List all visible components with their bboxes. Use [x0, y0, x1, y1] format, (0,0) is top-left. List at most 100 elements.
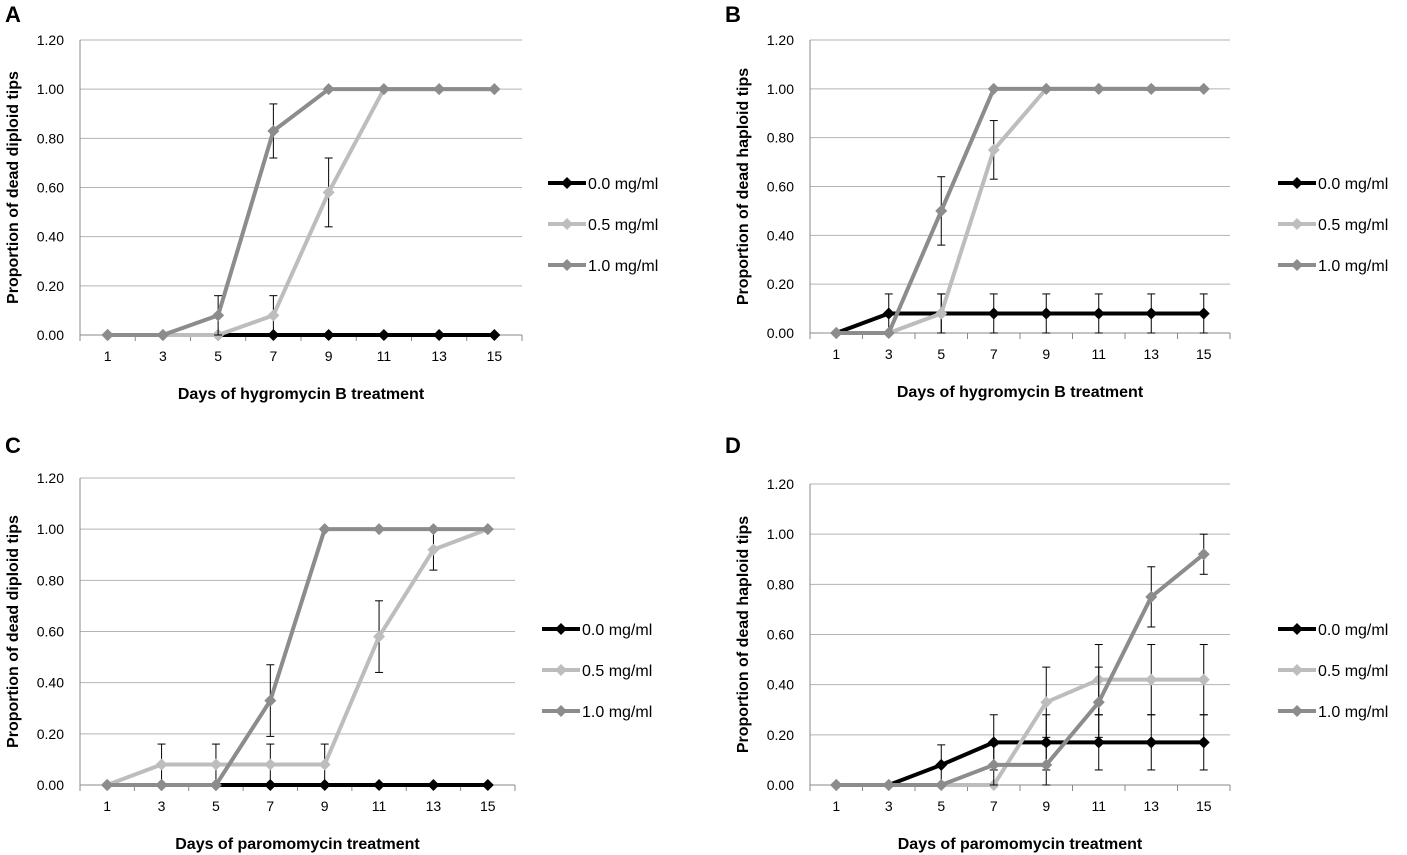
- x-tick-label: 9: [1042, 798, 1050, 814]
- y-tick-label: 0.40: [37, 675, 64, 691]
- data-point-marker: [1197, 673, 1210, 686]
- data-point-marker: [101, 329, 114, 341]
- y-tick-label: 0.00: [767, 777, 794, 793]
- series-line-05-mg: [836, 86, 1204, 335]
- data-point-marker: [488, 329, 501, 341]
- data-point-marker: [156, 329, 169, 341]
- x-tick-label: 15: [1196, 346, 1212, 362]
- series-line-10-mg: [836, 552, 1206, 787]
- y-tick-label: 0.20: [767, 276, 794, 292]
- y-tick-label: 0.40: [37, 229, 64, 245]
- data-point-marker: [155, 779, 168, 791]
- legend-label: 1.0 mg/ml: [1318, 704, 1388, 721]
- y-tick-label: 1.00: [767, 526, 794, 542]
- data-point-marker: [488, 83, 501, 96]
- x-tick-label: 9: [1042, 346, 1050, 362]
- legend-label: 0.5 mg/ml: [588, 217, 658, 234]
- data-point-marker: [377, 83, 390, 96]
- y-tick-label: 0.60: [767, 627, 794, 643]
- data-point-marker: [1040, 82, 1053, 95]
- y-axis-title: Proportion of dead diploid tips: [5, 515, 22, 748]
- data-point-marker: [935, 758, 948, 771]
- panel-a-chart: A0.000.200.400.600.801.001.201 3 5 7 9 11 13 15…: [5, 2, 658, 403]
- data-point-marker: [935, 779, 948, 791]
- y-tick-label: 1.00: [767, 81, 794, 97]
- x-tick-label: 5: [937, 346, 945, 362]
- x-axis-title: Days of hygromycin B treatment: [178, 386, 425, 403]
- x-tick-label: 3: [885, 346, 893, 362]
- data-point-marker: [987, 307, 1000, 320]
- series-line-05-mg: [107, 87, 495, 337]
- y-axis-title: Proportion of dead haploid tips: [735, 68, 752, 305]
- data-point-marker: [1197, 82, 1210, 95]
- data-point-marker: [212, 309, 225, 322]
- data-point-marker: [373, 523, 386, 536]
- x-tick-label: 5: [212, 798, 220, 814]
- panel-d-chart: D0.000.200.400.600.801.001.201 3 5 7 9 11 13 15…: [725, 433, 1388, 853]
- data-point-marker: [1145, 736, 1158, 749]
- data-point-marker: [155, 758, 168, 771]
- y-tick-label: 0.80: [767, 576, 794, 592]
- data-point-marker: [101, 779, 114, 791]
- x-tick-label: 1: [832, 798, 840, 814]
- data-point-marker: [882, 327, 895, 339]
- data-point-marker: [1145, 82, 1158, 95]
- legend-label: 0.0 mg/ml: [1318, 176, 1388, 193]
- data-point-marker: [377, 329, 390, 341]
- x-tick-label: 13: [431, 348, 447, 364]
- data-point-marker: [1145, 307, 1158, 320]
- data-point-marker: [1145, 590, 1158, 603]
- data-point-marker: [322, 186, 335, 199]
- data-point-marker: [830, 779, 843, 791]
- series-line-05-mg: [836, 677, 1204, 787]
- x-axis-title: Days of paromomycin treatment: [898, 836, 1143, 853]
- x-tick-label: 11: [1091, 798, 1106, 814]
- x-tick-label: 11: [377, 348, 392, 364]
- y-axis-title: Proportion of dead diploid tips: [5, 71, 22, 304]
- series-line-10-mg: [836, 86, 1204, 335]
- data-point-marker: [1197, 307, 1210, 320]
- data-point-marker: [373, 779, 386, 791]
- y-tick-label: 0.00: [37, 777, 64, 793]
- data-point-marker: [935, 307, 948, 320]
- data-point-marker: [433, 83, 446, 96]
- legend-swatch-marker: [555, 623, 567, 635]
- data-point-marker: [318, 758, 331, 771]
- legend-label: 0.5 mg/ml: [582, 663, 652, 680]
- y-tick-label: 0.20: [37, 726, 64, 742]
- panel-letter-b: B: [725, 2, 741, 27]
- x-tick-label: 7: [269, 348, 277, 364]
- data-point-marker: [318, 523, 331, 536]
- legend-swatch-marker: [1291, 177, 1303, 189]
- x-tick-label: 5: [937, 798, 945, 814]
- legend-swatch-marker: [1291, 259, 1303, 271]
- y-tick-label: 0.40: [767, 227, 794, 243]
- y-tick-label: 1.20: [767, 32, 794, 48]
- data-point-marker: [830, 327, 843, 339]
- y-tick-label: 0.60: [37, 624, 64, 640]
- legend-swatch-marker: [1291, 623, 1303, 635]
- x-tick-label: 13: [1143, 346, 1159, 362]
- y-tick-label: 1.00: [37, 81, 64, 97]
- data-point-marker: [1040, 696, 1053, 709]
- data-point-marker: [481, 779, 494, 791]
- data-point-marker: [1145, 673, 1158, 686]
- panel-letter-c: C: [5, 433, 21, 458]
- data-point-marker: [209, 779, 222, 791]
- x-tick-label: 7: [990, 798, 998, 814]
- y-tick-label: 1.20: [37, 470, 64, 486]
- x-tick-label: 15: [1196, 798, 1212, 814]
- data-point-marker: [1197, 548, 1210, 561]
- data-point-marker: [427, 779, 440, 791]
- y-tick-label: 1.20: [767, 476, 794, 492]
- x-tick-label: 5: [214, 348, 222, 364]
- x-tick-label: 1: [104, 348, 112, 364]
- legend-label: 0.5 mg/ml: [1318, 663, 1388, 680]
- x-tick-label: 13: [426, 798, 442, 814]
- series-line-05-mg: [106, 527, 489, 787]
- x-tick-label: 3: [159, 348, 167, 364]
- panel-b-chart: B0.000.200.400.600.801.001.201 3 5 7 9 11 13 15…: [725, 2, 1388, 401]
- data-point-marker: [1092, 736, 1105, 749]
- data-point-marker: [209, 758, 222, 771]
- y-tick-label: 0.00: [767, 325, 794, 341]
